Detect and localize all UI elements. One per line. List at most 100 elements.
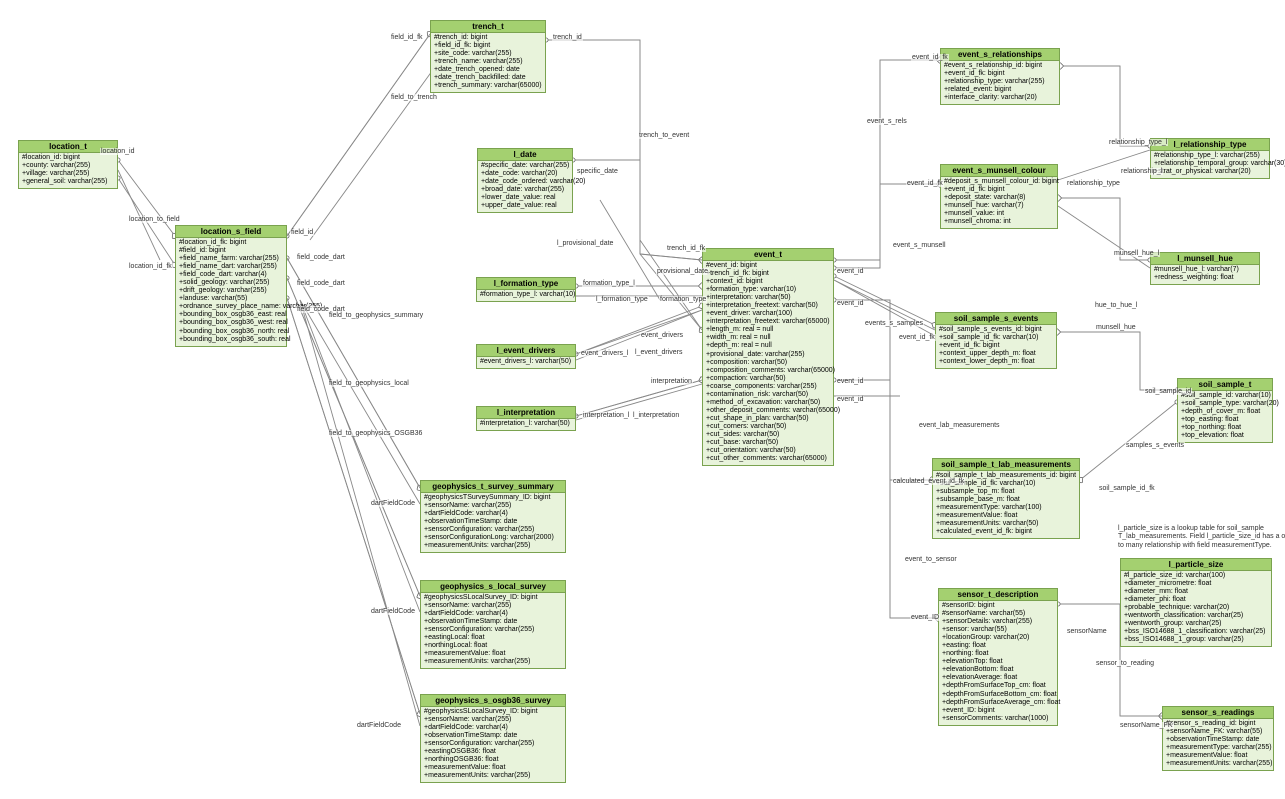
table-attrs: #formation_type_l: varchar(10) [477,290,575,301]
table-row: +depthFromSurfaceBottom_cm: float [942,691,1054,699]
table-row: +width_m: real = null [706,334,830,342]
edge-label: dartFieldCode [370,608,416,615]
table-row: +northingLocal: float [424,642,562,650]
table-row: #geophysicsTSurveySummary_ID: bigint [424,494,562,502]
table-row: +compaction: varchar(50) [706,375,830,383]
table-geophysics_s_osgb36_survey: geophysics_s_osgb36_survey#geophysicsSLo… [420,694,566,783]
edge-label: event_id_fk [911,54,949,61]
table-row: +observationTimeStamp: date [1166,736,1270,744]
table-row: +cut_orientation: varchar(50) [706,447,830,455]
edge-label: field_id [290,229,314,236]
edge-label: sensor_to_reading [1095,660,1155,667]
table-row: +interpretation_freetext: varchar(65000) [706,318,830,326]
table-row: +measurementUnits: varchar(255) [424,542,562,550]
edge-label: event_id_fk [906,180,944,187]
table-row: +sensorName_FK: varchar(55) [1166,728,1270,736]
table-row: #field_id: bigint [179,247,283,255]
table-row: +measurementValue: float [424,764,562,772]
table-row: +eastingOSGB36: float [424,748,562,756]
table-row: +munsell_chroma: int [944,218,1054,226]
table-l_date: l_date#specific_date: varchar(255)+date_… [477,148,573,213]
table-l_event_drivers: l_event_drivers#event_drivers_l: varchar… [476,344,576,369]
table-row: +event_id_fk: bigint [944,186,1054,194]
edge-label: relationship_type_l [1108,139,1168,146]
table-attrs: #geophysicsTSurveySummary_ID: bigint+sen… [421,493,565,552]
table-attrs: #event_s_relationship_id: bigint+event_i… [941,61,1059,104]
edge-label: soil_sample_id_fk [1098,485,1156,492]
table-title: location_s_field [176,226,286,238]
table-attrs: #soil_sample_id: varchar(10)+soil_sample… [1178,391,1272,442]
table-event_t: event_t#event_id: bigint+trench_id_fk: b… [702,248,834,466]
table-event_s_relationships: event_s_relationships#event_s_relationsh… [940,48,1060,105]
edge-label: event_s_munsell [892,242,947,249]
table-row: +deposit_state: varchar(8) [944,194,1054,202]
edge-label: location_id_fk [128,263,173,270]
table-row: +other_deposit_comments: varchar(65000) [706,407,830,415]
table-row: +sensorConfiguration: varchar(255) [424,740,562,748]
table-row: +locationGroup: varchar(20) [942,634,1054,642]
edge-label: event_id [836,268,864,275]
edge-label: trench_id_fk [666,245,706,252]
table-row: #sensorID: bigint [942,602,1054,610]
table-row: +site_code: varchar(255) [434,50,542,58]
table-row: #geophysicsSLocalSurvey_ID: bigint [424,708,562,716]
table-row: +date_trench_backfilled: date [434,74,542,82]
table-row: +context_lower_depth_m: float [939,358,1053,366]
edge-label: munsell_hue [1095,324,1137,331]
edge-label: trench_to_event [638,132,690,139]
edge-label: field_to_trench [390,94,438,101]
edge-label: interpretation_l [582,412,630,419]
table-row: +cut_base: varchar(50) [706,439,830,447]
table-row: +formation_type: varchar(10) [706,286,830,294]
table-row: +bounding_box_osgb36_south: real [179,336,283,344]
edge-label: sensorName_FK [1119,722,1174,729]
table-row: +composition: varchar(50) [706,359,830,367]
table-title: l_particle_size [1121,559,1271,571]
table-row: +event_id_fk: bigint [939,342,1053,350]
edge-label: events_s_samples [864,320,924,327]
edge-label: field_to_geophysics_summary [328,312,424,319]
table-row: #event_id: bigint [706,262,830,270]
table-row: +sensorName: varchar(255) [424,502,562,510]
table-row: +broad_date: varchar(255) [481,186,569,194]
table-row: +measurementValue: float [424,650,562,658]
table-row: +context_id: bigint [706,278,830,286]
table-attrs: #geophysicsSLocalSurvey_ID: bigint+senso… [421,593,565,668]
table-attrs: #location_id: bigint+county: varchar(255… [19,153,117,188]
table-attrs: #soil_sample_s_events_id: bigint+soil_sa… [936,325,1056,368]
table-row: +subsample_top_m: float [936,488,1076,496]
table-row: +upper_date_value: real [481,202,569,210]
table-row: +interface_clarity: varchar(20) [944,94,1056,102]
table-attrs: #trench_id: bigint+field_id_fk: bigint+s… [431,33,545,92]
table-trench_t: trench_t#trench_id: bigint+field_id_fk: … [430,20,546,93]
table-row: +northingOSGB36: float [424,756,562,764]
edge-label: samples_s_events [1125,442,1185,449]
table-row: +context_upper_depth_m: float [939,350,1053,358]
table-row: +date_code_ordered: varchar(20) [481,178,569,186]
table-title: l_date [478,149,572,161]
edge-label: event_drivers [640,332,684,339]
table-row: +wentworth_group: varchar(25) [1124,620,1268,628]
particle-size-note: l_particle_size is a lookup table for so… [1118,525,1285,550]
table-row: +redness_weighting: float [1154,274,1256,282]
table-geophysics_s_local_survey: geophysics_s_local_survey#geophysicsSLoc… [420,580,566,669]
table-row: #soil_sample_s_events_id: bigint [939,326,1053,334]
table-title: l_munsell_hue [1151,253,1259,265]
table-row: +cut_corners: varchar(50) [706,423,830,431]
table-row: +wentworth_classification: varchar(25) [1124,612,1268,620]
edge-label: hue_to_hue_l [1094,302,1138,309]
table-row: +elevationBottom: float [942,666,1054,674]
edge-label: interpretation [650,378,693,385]
table-row: +probable_technique: varchar(20) [1124,604,1268,612]
table-l_interpretation: l_interpretation#interpretation_l: varch… [476,406,576,431]
table-title: l_event_drivers [477,345,575,357]
table-row: +event_id_fk: bigint [944,70,1056,78]
table-row: +measurementUnits: varchar(255) [1166,760,1270,768]
edge-label: formation_type [659,296,707,303]
edge-label: event_ID [910,614,940,621]
table-row: +measurementValue: float [1166,752,1270,760]
table-attrs: #relationship_type_l: varchar(255)+relat… [1151,151,1269,178]
table-row: +observationTimeStamp: date [424,518,562,526]
edge-label: dartFieldCode [356,722,402,729]
table-row: #event_s_relationship_id: bigint [944,62,1056,70]
